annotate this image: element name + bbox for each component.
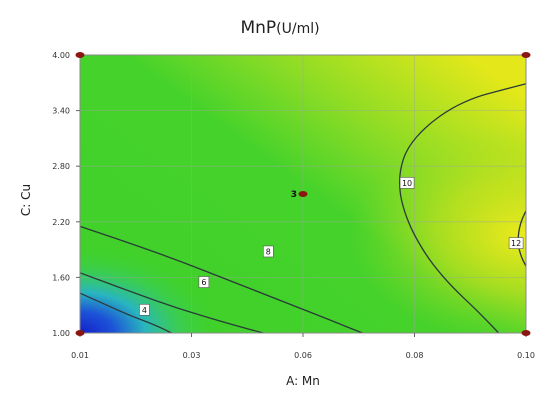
x-axis-label: A: Mn	[286, 374, 320, 388]
contour-label-12: 12	[511, 239, 521, 248]
chart-title: MnP(U/ml)	[240, 18, 319, 38]
x-tick-label: 0.08	[406, 351, 424, 360]
y-tick-label: 1.60	[52, 273, 70, 282]
chart-title-unit: (U/ml)	[276, 21, 319, 37]
design-point	[521, 52, 531, 58]
design-point	[75, 330, 85, 336]
x-tick-label: 0.06	[294, 351, 312, 360]
x-tick-label: 0.01	[71, 351, 89, 360]
contour-line-6	[79, 272, 264, 334]
contour-label-4: 4	[142, 306, 147, 315]
contour-label-box	[399, 177, 415, 189]
design-point	[75, 52, 85, 58]
contour-label-10: 10	[402, 179, 412, 188]
design-point	[298, 191, 308, 197]
x-axis-ticks: 0.01 0.03 0.06 0.08 0.10	[71, 333, 535, 360]
x-tick-label: 0.10	[517, 351, 535, 360]
y-axis-ticks: 1.00 1.60 2.20 2.80 3.40 4.00	[52, 51, 80, 338]
contour-label-8: 8	[266, 247, 271, 256]
y-tick-label: 4.00	[52, 51, 70, 60]
contour-label-box	[139, 304, 150, 316]
y-axis-label: C: Cu	[19, 184, 33, 216]
contour-line-10	[398, 83, 527, 334]
x-tick-label: 0.03	[183, 351, 201, 360]
contour-label-box	[508, 237, 524, 249]
contour-label-box	[198, 276, 210, 288]
y-tick-label: 1.00	[52, 329, 70, 338]
grid-lines	[80, 55, 526, 333]
contour-lines: 4 6 8 10 12	[79, 83, 527, 334]
chart-title-main: MnP	[240, 18, 276, 38]
y-tick-label: 2.80	[52, 162, 70, 171]
contour-line-8	[79, 225, 363, 334]
contour-label-box	[263, 245, 274, 258]
design-point	[521, 330, 531, 336]
design-point-label: 3	[291, 190, 297, 200]
design-points: 3	[75, 52, 531, 336]
contour-line-4	[79, 292, 172, 334]
y-tick-label: 3.40	[52, 107, 70, 116]
y-tick-label: 2.20	[52, 218, 70, 227]
contour-label-6: 6	[201, 278, 206, 287]
